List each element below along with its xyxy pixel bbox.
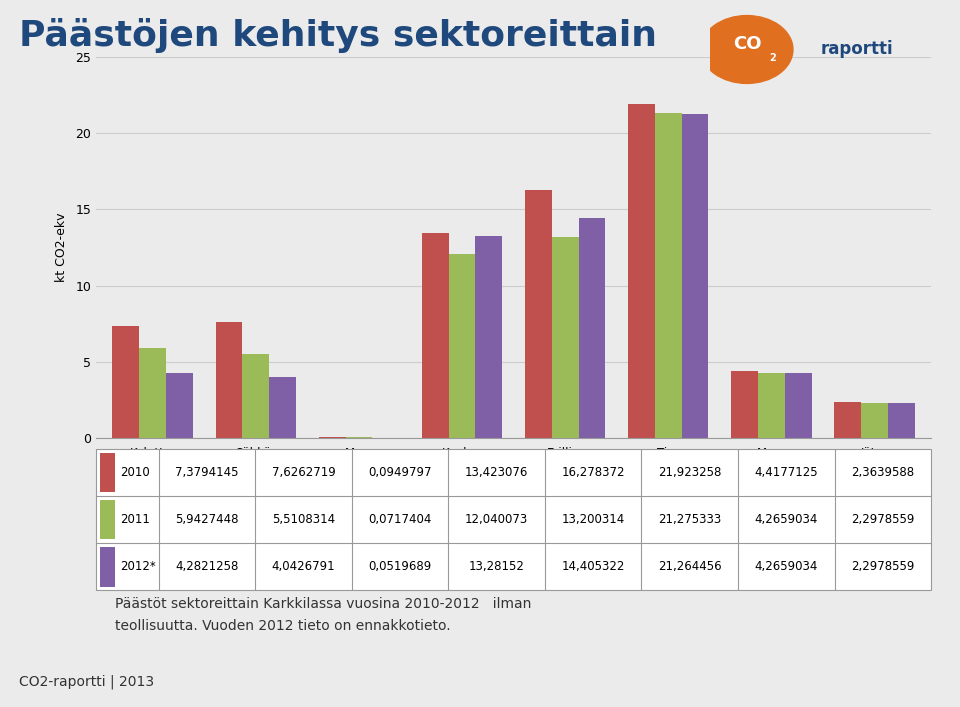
Text: 7,6262719: 7,6262719 bbox=[272, 466, 335, 479]
Bar bbox=[100, 547, 115, 587]
Bar bbox=[448, 255, 475, 438]
Bar bbox=[861, 403, 888, 438]
Text: 4,2659034: 4,2659034 bbox=[755, 513, 818, 526]
Text: 21,275333: 21,275333 bbox=[659, 513, 721, 526]
Text: 14,405322: 14,405322 bbox=[562, 560, 625, 573]
Text: 2011: 2011 bbox=[120, 513, 150, 526]
Text: 2,2978559: 2,2978559 bbox=[852, 513, 915, 526]
Text: 0,0519689: 0,0519689 bbox=[369, 560, 432, 573]
Bar bbox=[682, 114, 708, 438]
Text: 7,3794145: 7,3794145 bbox=[175, 466, 239, 479]
Bar bbox=[628, 103, 655, 438]
Text: Päästöt sektoreittain Karkkilassa vuosina 2010-2012   ilman: Päästöt sektoreittain Karkkilassa vuosin… bbox=[115, 597, 532, 612]
Text: Päästöjen kehitys sektoreittain: Päästöjen kehitys sektoreittain bbox=[19, 18, 658, 53]
Bar bbox=[475, 235, 502, 438]
Text: 0,0717404: 0,0717404 bbox=[369, 513, 432, 526]
Text: 12,040073: 12,040073 bbox=[465, 513, 528, 526]
Bar bbox=[758, 373, 784, 438]
Text: 16,278372: 16,278372 bbox=[562, 466, 625, 479]
Bar bbox=[888, 403, 915, 438]
Text: raportti: raportti bbox=[821, 40, 894, 59]
Y-axis label: kt CO2-ekv: kt CO2-ekv bbox=[56, 213, 68, 282]
Bar bbox=[525, 189, 552, 438]
Bar bbox=[784, 373, 811, 438]
Text: 4,2659034: 4,2659034 bbox=[755, 560, 818, 573]
Text: teollisuutta. Vuoden 2012 tieto on ennakkotieto.: teollisuutta. Vuoden 2012 tieto on ennak… bbox=[115, 619, 451, 633]
Text: 4,0426791: 4,0426791 bbox=[272, 560, 335, 573]
Text: 2: 2 bbox=[769, 53, 777, 63]
Text: 13,28152: 13,28152 bbox=[468, 560, 524, 573]
Bar bbox=[269, 377, 296, 438]
Text: 2,2978559: 2,2978559 bbox=[852, 560, 915, 573]
Text: CO: CO bbox=[732, 35, 761, 53]
Bar bbox=[100, 452, 115, 492]
Bar bbox=[732, 371, 758, 438]
Text: 0,0949797: 0,0949797 bbox=[369, 466, 432, 479]
Bar bbox=[243, 354, 269, 438]
Bar bbox=[100, 500, 115, 539]
Bar bbox=[421, 233, 448, 438]
Bar bbox=[552, 237, 579, 438]
Circle shape bbox=[701, 16, 793, 83]
Bar bbox=[166, 373, 193, 438]
Bar bbox=[655, 113, 682, 438]
Bar bbox=[319, 437, 346, 438]
Text: 21,923258: 21,923258 bbox=[659, 466, 722, 479]
Text: 5,5108314: 5,5108314 bbox=[272, 513, 335, 526]
Text: 4,2821258: 4,2821258 bbox=[176, 560, 239, 573]
Text: CO2-raportti | 2013: CO2-raportti | 2013 bbox=[19, 674, 155, 689]
Text: 2,3639588: 2,3639588 bbox=[852, 466, 915, 479]
Bar bbox=[216, 322, 243, 438]
Text: 5,9427448: 5,9427448 bbox=[175, 513, 239, 526]
Text: 13,200314: 13,200314 bbox=[562, 513, 625, 526]
Bar bbox=[139, 348, 166, 438]
Text: 4,4177125: 4,4177125 bbox=[755, 466, 818, 479]
Bar bbox=[346, 437, 372, 438]
Bar bbox=[579, 218, 606, 438]
Text: 13,423076: 13,423076 bbox=[465, 466, 528, 479]
Text: 2010: 2010 bbox=[120, 466, 150, 479]
Bar bbox=[834, 402, 861, 438]
Bar bbox=[112, 326, 139, 438]
Text: 21,264456: 21,264456 bbox=[658, 560, 722, 573]
Text: 2012*: 2012* bbox=[120, 560, 156, 573]
